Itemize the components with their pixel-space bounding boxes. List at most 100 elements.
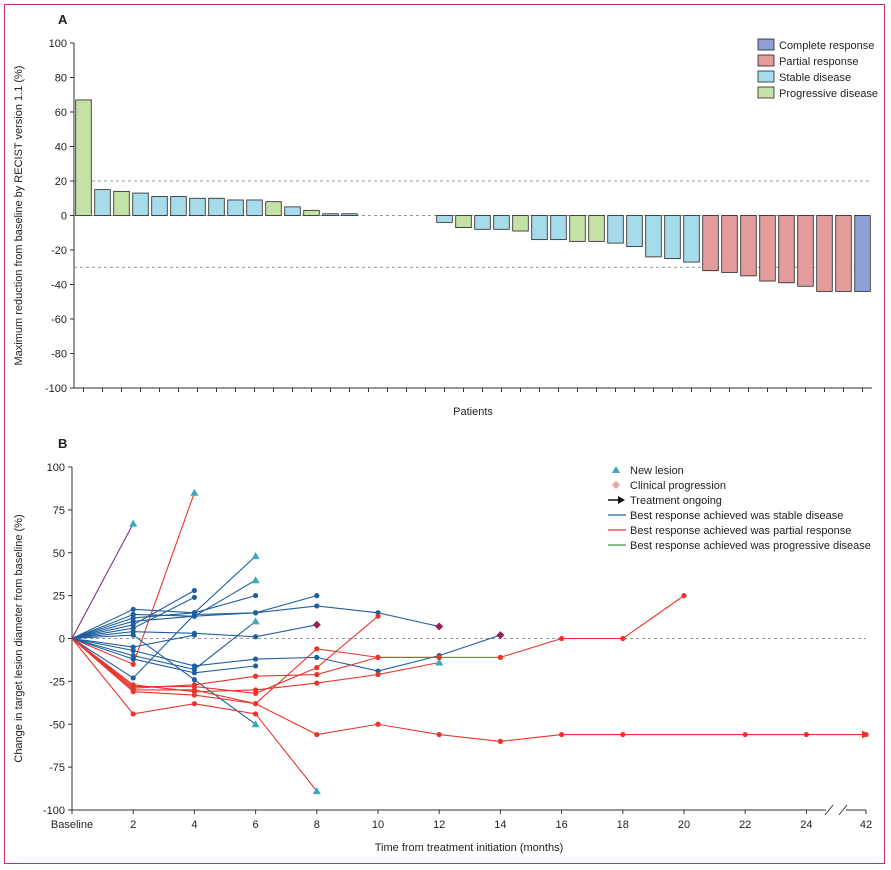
y-tick-label: -20 bbox=[51, 245, 67, 257]
y-tick-label: -100 bbox=[45, 383, 67, 395]
panel-b-label: B bbox=[58, 436, 67, 451]
bar-sd bbox=[132, 192, 149, 216]
bar-sd bbox=[664, 215, 681, 260]
y-tick-label: -50 bbox=[49, 719, 65, 731]
data-point bbox=[253, 701, 259, 707]
new-lesion-marker bbox=[251, 720, 260, 728]
y-tick-label: 75 bbox=[53, 505, 65, 517]
bar-sd bbox=[94, 189, 111, 216]
legend-label: New lesion bbox=[630, 465, 684, 477]
y-tick-label: 20 bbox=[55, 176, 67, 188]
data-point bbox=[314, 603, 320, 609]
data-point bbox=[375, 654, 381, 660]
y-tick-label: -80 bbox=[51, 349, 67, 361]
data-point bbox=[191, 611, 197, 618]
bar-sd bbox=[227, 199, 244, 216]
new-lesion-marker bbox=[251, 552, 260, 560]
bar-sd bbox=[607, 215, 624, 244]
bar-pd bbox=[113, 190, 130, 216]
legend-label: Best response achieved was progressive d… bbox=[630, 540, 871, 552]
y-tick-label: 100 bbox=[49, 38, 67, 50]
y-tick-label: 100 bbox=[47, 462, 65, 474]
data-point bbox=[191, 683, 197, 690]
data-point bbox=[742, 731, 748, 738]
data-point bbox=[253, 610, 259, 616]
x-tick-label: 42 bbox=[860, 819, 872, 831]
new-lesion-marker bbox=[312, 787, 321, 795]
data-point bbox=[130, 661, 136, 667]
x-tick-label: 24 bbox=[800, 819, 812, 831]
bar-sd bbox=[550, 215, 567, 241]
x-tick-label: 14 bbox=[494, 819, 506, 831]
bar-sd bbox=[284, 206, 301, 216]
series-line-pr bbox=[71, 638, 866, 742]
bar-sd bbox=[170, 196, 187, 216]
figure-border bbox=[4, 4, 885, 864]
data-point bbox=[375, 721, 381, 727]
axis-break-mark bbox=[838, 804, 848, 816]
data-point bbox=[130, 683, 136, 690]
bar-pd bbox=[75, 99, 92, 216]
bar-sd bbox=[208, 197, 225, 216]
panel-a-bar-chart: 100 80 60 40 20 0 -20 -40 -60 -80 -100 Maximum redu… bbox=[13, 38, 878, 418]
bar-pd bbox=[265, 201, 282, 216]
data-point bbox=[191, 692, 197, 698]
series-line-pr bbox=[71, 615, 379, 694]
treatment-ongoing-arrow bbox=[862, 730, 869, 739]
legend-swatch-cr bbox=[757, 38, 775, 51]
y-tick-label: -75 bbox=[49, 762, 65, 774]
bar-pr bbox=[759, 215, 776, 282]
data-point bbox=[130, 656, 136, 662]
series-line-pr bbox=[71, 638, 318, 792]
data-point bbox=[620, 635, 626, 642]
data-point bbox=[191, 594, 197, 600]
data-point bbox=[436, 654, 442, 660]
bar-pr bbox=[816, 215, 833, 292]
data-point bbox=[803, 731, 810, 738]
bar-sd bbox=[246, 199, 263, 216]
data-point bbox=[130, 689, 136, 695]
data-point bbox=[253, 593, 259, 599]
panel-a-label: A bbox=[58, 12, 68, 27]
bar-pd bbox=[569, 215, 586, 242]
x-tick-label: 10 bbox=[372, 819, 384, 831]
clinical-progression-marker bbox=[496, 631, 505, 640]
x-tick-label: 18 bbox=[617, 819, 629, 831]
data-point bbox=[375, 671, 381, 678]
legend-label: Stable disease bbox=[779, 72, 851, 84]
data-point bbox=[191, 670, 197, 676]
x-tick-label: 6 bbox=[253, 819, 259, 831]
legend-label: Partial response bbox=[779, 56, 859, 68]
x-tick-label: 8 bbox=[314, 819, 320, 831]
clinical-progression-marker bbox=[312, 620, 321, 629]
new-lesion-marker bbox=[190, 488, 199, 496]
data-point bbox=[253, 634, 259, 640]
new-lesion-marker bbox=[435, 658, 444, 666]
bar-sd bbox=[189, 197, 206, 216]
legend-label: Treatment ongoing bbox=[630, 495, 722, 507]
bar-sd bbox=[322, 213, 339, 216]
series-line-sd bbox=[71, 595, 256, 640]
legend-label: Best response achieved was partial respo… bbox=[630, 525, 851, 537]
data-point bbox=[314, 593, 320, 599]
clinical-progression-marker bbox=[435, 622, 444, 631]
data-point bbox=[375, 613, 381, 619]
bar-pd bbox=[455, 215, 472, 228]
data-point bbox=[130, 711, 136, 717]
data-point bbox=[191, 587, 197, 594]
series-line-sd bbox=[71, 634, 501, 672]
y-tick-label: -25 bbox=[49, 676, 65, 688]
y-tick-label: -40 bbox=[51, 280, 67, 292]
bar-pr bbox=[797, 215, 814, 287]
x-axis-title: Patients bbox=[453, 406, 493, 418]
bar-sd bbox=[436, 215, 453, 223]
series-line-sd bbox=[71, 555, 256, 639]
data-point bbox=[314, 665, 320, 671]
bar-sd bbox=[626, 215, 643, 247]
legend-swatch-pr bbox=[757, 54, 775, 67]
bar-sd bbox=[683, 215, 700, 263]
legend-label: Clinical progression bbox=[630, 480, 726, 492]
data-point bbox=[681, 593, 687, 599]
bar-cr bbox=[854, 215, 871, 292]
legend-label: Complete response bbox=[779, 40, 874, 52]
